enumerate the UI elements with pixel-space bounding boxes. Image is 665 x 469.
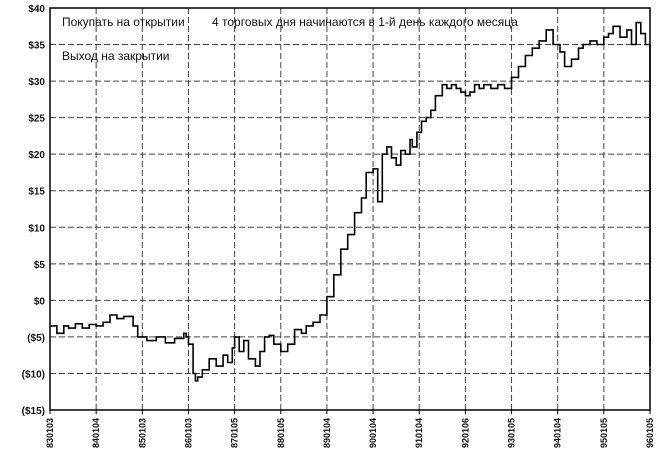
x-tick-label: 860103 xyxy=(183,418,193,448)
y-tick-label: $5 xyxy=(34,260,46,271)
y-tick-label: ($15) xyxy=(22,406,45,417)
y-tick-label: $25 xyxy=(28,114,45,125)
x-tick-label: 960105 xyxy=(645,418,655,448)
x-tick-label: 850103 xyxy=(137,418,147,448)
y-tick-label: ($10) xyxy=(22,369,45,380)
y-tick-label: $10 xyxy=(28,223,45,234)
annotation-trading-days: 4 торговых дня начинаются в 1-й день каж… xyxy=(212,15,518,29)
grid-lines xyxy=(50,8,650,410)
x-tick-label: 880105 xyxy=(276,418,286,448)
y-axis-ticks: $40 $35 $30 $25 $20 $15 $10 $5 $0 ($5) ($10) ($15) xyxy=(22,4,46,417)
y-tick-label: $35 xyxy=(28,41,45,52)
x-tick-label: 920106 xyxy=(460,418,470,448)
x-tick-label: 930105 xyxy=(507,418,517,448)
y-tick-label: $40 xyxy=(28,4,45,15)
x-tick-label: 910104 xyxy=(414,418,424,448)
y-tick-label: $0 xyxy=(34,296,46,307)
annotation-exit-close: Выход на закрытии xyxy=(62,49,170,63)
x-axis-ticks: 830103 840104 850103 860103 870105 880105 8901… xyxy=(45,410,655,448)
annotation-buy-open: Покупать на открытии xyxy=(62,15,185,29)
x-tick-label: 940104 xyxy=(553,418,563,448)
x-tick-label: 870105 xyxy=(230,418,240,448)
y-tick-label: $30 xyxy=(28,77,45,88)
x-tick-label: 830103 xyxy=(45,418,55,448)
x-tick-label: 890104 xyxy=(322,418,332,448)
y-tick-label: $20 xyxy=(28,150,45,161)
equity-line xyxy=(50,21,651,382)
plot-frame xyxy=(49,7,651,411)
x-tick-label: 840104 xyxy=(91,418,101,448)
y-tick-label: $15 xyxy=(28,187,45,198)
x-tick-label: 950105 xyxy=(599,418,609,448)
y-tick-label: ($5) xyxy=(27,333,45,344)
x-tick-label: 900104 xyxy=(368,418,378,448)
